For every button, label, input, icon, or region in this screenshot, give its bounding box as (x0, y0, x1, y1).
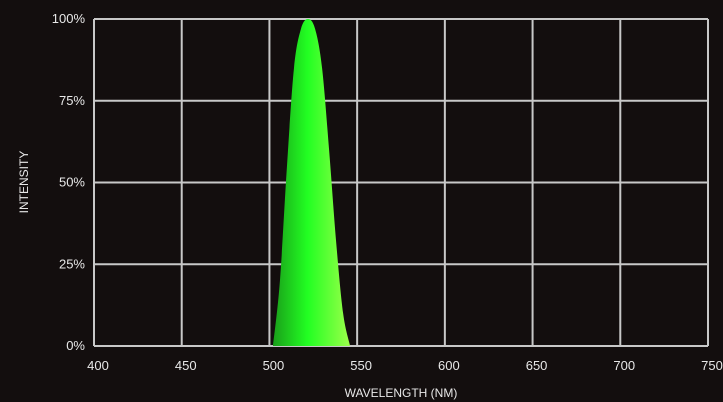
y-axis-label: INTENSITY (17, 151, 31, 214)
y-tick-label: 75% (59, 93, 85, 108)
x-tick-label: 600 (438, 358, 460, 373)
x-tick-label: 750 (701, 358, 723, 373)
x-tick-label: 650 (526, 358, 548, 373)
grid (93, 18, 709, 347)
x-axis-ticks: 400 450 500 550 600 650 700 750 (87, 358, 723, 373)
x-tick-label: 400 (87, 358, 109, 373)
x-tick-label: 700 (613, 358, 635, 373)
x-tick-label: 450 (175, 358, 197, 373)
y-tick-label: 50% (59, 175, 85, 190)
x-tick-label: 500 (263, 358, 285, 373)
y-tick-label: 0% (66, 338, 85, 353)
x-axis-label: WAVELENGTH (NM) (345, 386, 458, 400)
y-axis-ticks: 0% 25% 50% 75% 100% (52, 11, 86, 353)
spectrum-peak-area (272, 19, 351, 346)
y-tick-label: 100% (52, 11, 86, 26)
x-tick-label: 550 (350, 358, 372, 373)
series-area (272, 19, 351, 346)
y-tick-label: 25% (59, 256, 85, 271)
